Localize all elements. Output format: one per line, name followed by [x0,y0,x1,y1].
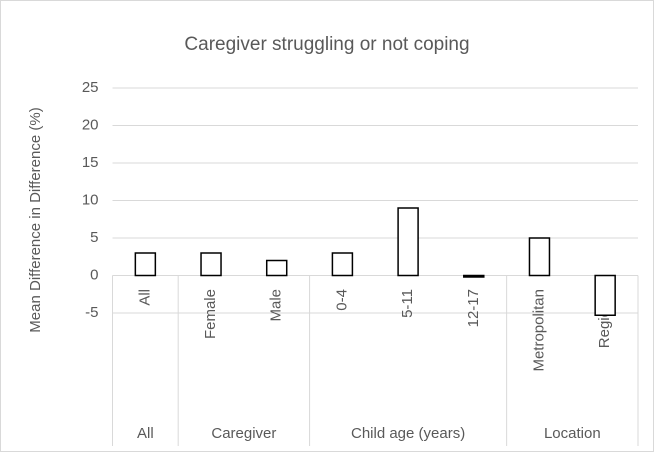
bar [594,274,616,316]
group-label: Caregiver [211,425,276,442]
bar [397,207,419,277]
bar [463,274,485,278]
x-tick-label: Male [268,289,285,322]
y-tick-label: 20 [82,116,99,133]
bar [528,237,551,277]
y-tick-label: 15 [82,154,99,171]
group-label: All [137,425,154,442]
x-tick-label: Female [202,289,219,339]
y-tick-label: 10 [82,191,99,208]
group-label: Location [544,425,601,442]
bar [331,252,354,277]
bar [265,259,288,277]
x-tick-label: 0-4 [333,289,350,311]
group-label: Child age (years) [351,425,465,442]
y-axis-label: Mean Difference in Difference (%) [27,107,44,332]
x-tick-label: 5-11 [399,289,416,318]
bar [200,252,222,277]
x-tick-label: Metropolitan [530,289,547,372]
x-tick-label: 12-17 [465,289,482,327]
bar [134,252,157,277]
y-tick-label: 0 [90,266,98,283]
x-tick-label: All [136,289,153,306]
y-tick-label: -5 [85,304,98,321]
y-tick-label: 25 [82,79,99,96]
chart-title: Caregiver struggling or not coping [184,34,469,55]
y-tick-label: 5 [90,229,98,246]
